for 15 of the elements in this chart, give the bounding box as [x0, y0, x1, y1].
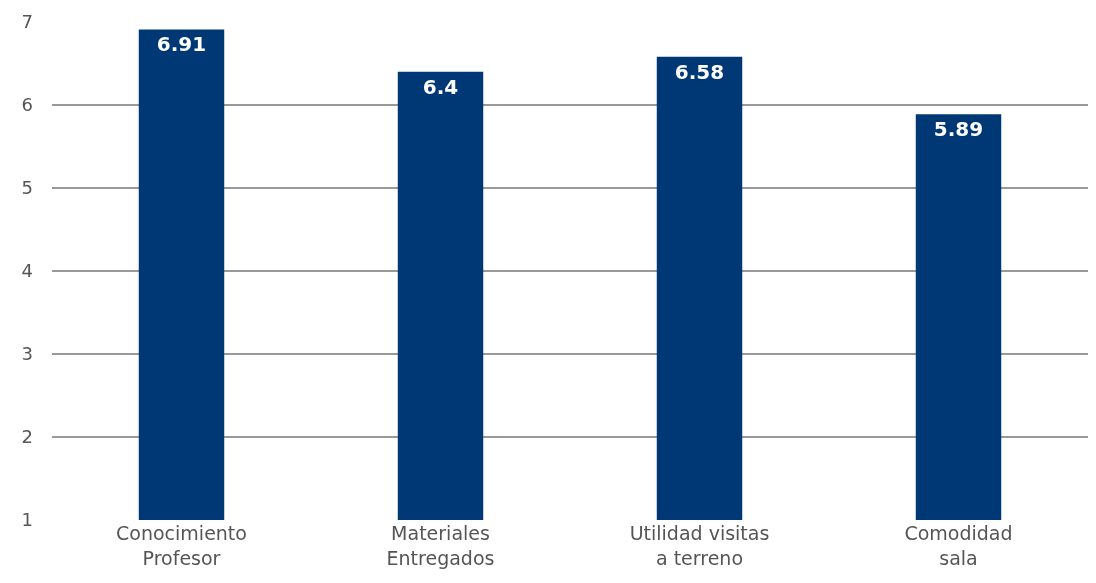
- data-label: 6.91: [156, 32, 207, 57]
- y-tick-label: 6: [21, 94, 33, 116]
- x-tick-label: Conocimiento Profesor: [116, 522, 247, 569]
- y-tick-label: 3: [21, 343, 33, 365]
- x-tick-label: Comodidad sala: [904, 522, 1013, 569]
- data-label: 5.89: [933, 117, 984, 142]
- x-tick-label: Materiales Entregados: [386, 522, 495, 569]
- y-tick-label: 7: [21, 11, 33, 33]
- data-label: 6.4: [422, 74, 459, 99]
- y-tick-label: 2: [21, 426, 33, 448]
- data-label: 6.58: [674, 59, 725, 84]
- y-tick-label: 4: [21, 260, 33, 282]
- y-tick-label: 1: [21, 509, 33, 531]
- x-tick-label: Utilidad visitas a terreno: [629, 522, 770, 569]
- y-tick-label: 5: [21, 177, 33, 199]
